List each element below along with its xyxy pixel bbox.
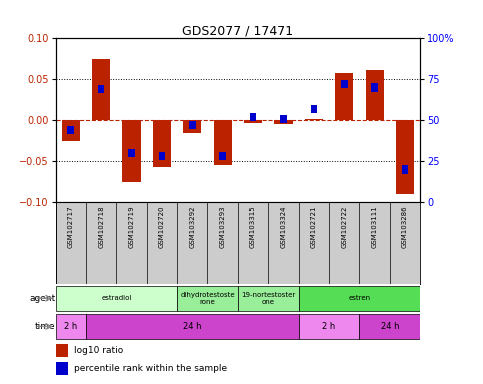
Text: GSM102722: GSM102722 — [341, 205, 347, 248]
Bar — [311, 105, 317, 113]
Bar — [371, 83, 378, 92]
Bar — [128, 149, 135, 157]
Bar — [56, 314, 86, 339]
Bar — [341, 80, 348, 88]
Bar — [396, 120, 414, 194]
Bar — [68, 126, 74, 134]
Bar — [366, 70, 384, 120]
Bar — [274, 120, 293, 124]
Text: dihydrotestoste
rone: dihydrotestoste rone — [180, 292, 235, 305]
Text: 2 h: 2 h — [323, 322, 336, 331]
Text: GSM102719: GSM102719 — [128, 205, 135, 248]
Text: 19-nortestoster
one: 19-nortestoster one — [241, 292, 296, 305]
Text: time: time — [35, 322, 56, 331]
Text: log10 ratio: log10 ratio — [74, 346, 123, 355]
Text: GSM103286: GSM103286 — [402, 205, 408, 248]
Text: GSM103292: GSM103292 — [189, 205, 195, 248]
Bar — [177, 286, 238, 311]
Bar — [280, 114, 287, 123]
Bar — [158, 152, 165, 161]
Text: GSM103293: GSM103293 — [220, 205, 226, 248]
Text: GSM102720: GSM102720 — [159, 205, 165, 248]
Text: GSM102721: GSM102721 — [311, 205, 317, 248]
Text: GSM102717: GSM102717 — [68, 205, 74, 248]
Bar — [56, 344, 68, 357]
Bar — [244, 120, 262, 123]
Bar — [250, 113, 256, 121]
Bar — [298, 314, 359, 339]
Bar — [92, 59, 110, 120]
Text: estradiol: estradiol — [101, 295, 131, 301]
Bar — [153, 120, 171, 167]
Bar — [183, 120, 201, 132]
Bar — [62, 120, 80, 141]
Bar — [213, 120, 232, 166]
Bar — [56, 286, 177, 311]
Text: GSM103315: GSM103315 — [250, 205, 256, 248]
Bar — [305, 119, 323, 120]
Text: GSM103324: GSM103324 — [281, 205, 286, 248]
Bar — [359, 314, 420, 339]
Text: agent: agent — [29, 294, 56, 303]
Text: percentile rank within the sample: percentile rank within the sample — [74, 364, 227, 373]
Text: 24 h: 24 h — [381, 322, 399, 331]
Bar — [219, 152, 226, 161]
Bar — [402, 166, 408, 174]
Bar — [189, 121, 196, 129]
Bar — [56, 362, 68, 374]
Text: GSM103111: GSM103111 — [371, 205, 378, 248]
Text: estren: estren — [348, 295, 370, 301]
Text: 24 h: 24 h — [183, 322, 201, 331]
Bar — [86, 314, 298, 339]
Bar — [122, 120, 141, 182]
Text: 2 h: 2 h — [64, 322, 77, 331]
Bar — [98, 85, 104, 93]
Bar — [298, 286, 420, 311]
Bar — [335, 73, 354, 120]
Text: GSM102718: GSM102718 — [98, 205, 104, 248]
Title: GDS2077 / 17471: GDS2077 / 17471 — [182, 24, 294, 37]
Bar — [238, 286, 298, 311]
